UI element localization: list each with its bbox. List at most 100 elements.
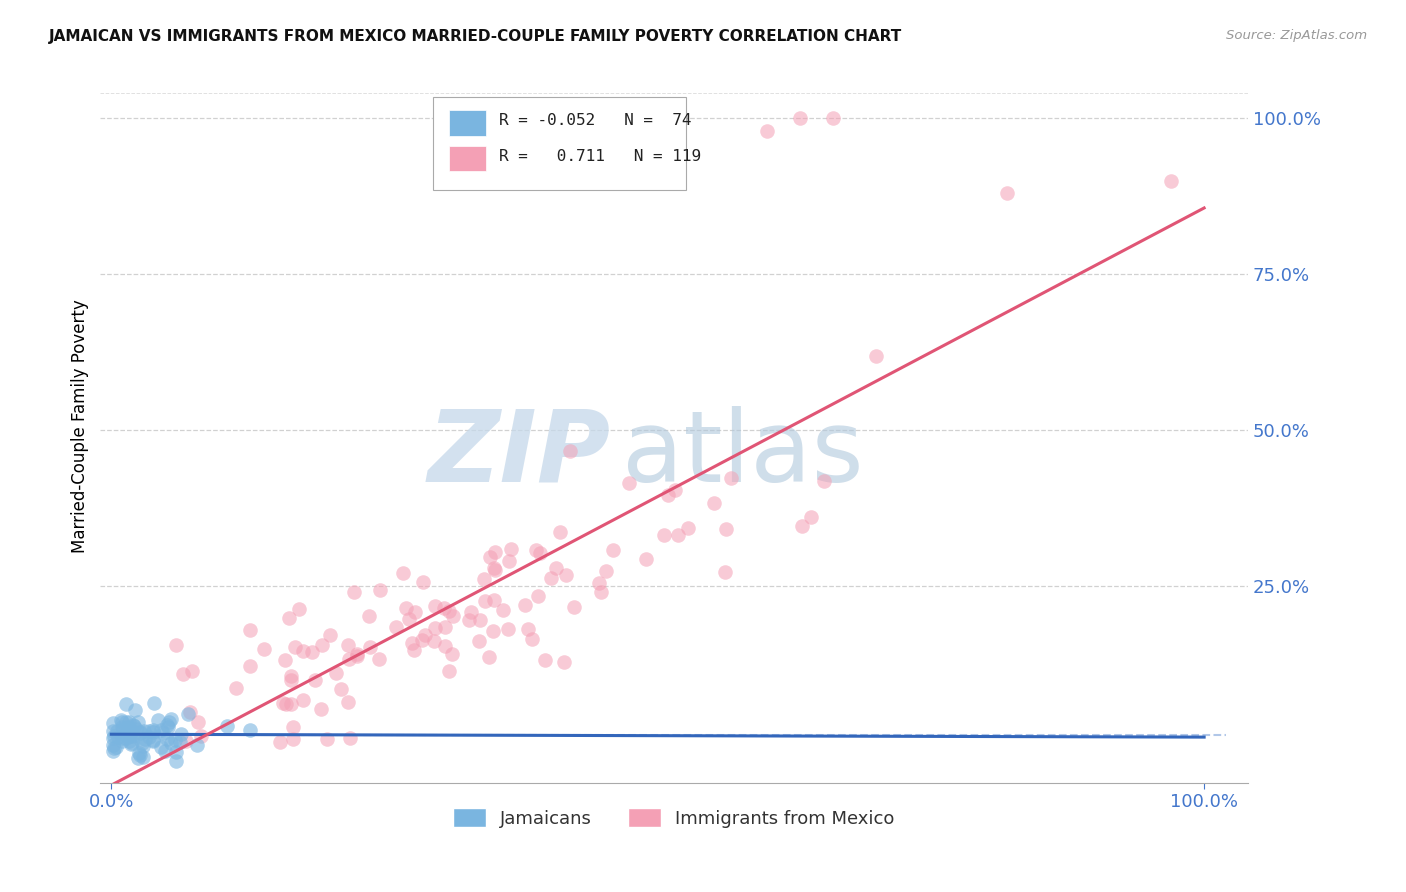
Point xyxy=(325,666,347,681)
Point xyxy=(291,693,314,707)
Point xyxy=(337,651,360,665)
Point xyxy=(118,724,141,739)
Point xyxy=(498,553,520,567)
Point xyxy=(239,723,262,738)
FancyBboxPatch shape xyxy=(433,97,686,190)
Point xyxy=(127,714,149,729)
Point xyxy=(425,599,447,613)
Point xyxy=(124,703,146,717)
Point xyxy=(756,124,779,138)
Point xyxy=(309,702,332,716)
Legend: Jamaicans, Immigrants from Mexico: Jamaicans, Immigrants from Mexico xyxy=(446,800,901,835)
Point xyxy=(654,528,676,542)
Point xyxy=(997,186,1019,201)
Point xyxy=(121,736,143,750)
Point xyxy=(337,638,360,652)
Point xyxy=(253,642,276,657)
Point xyxy=(104,739,127,754)
Point xyxy=(277,611,299,625)
Point xyxy=(132,724,155,739)
Point xyxy=(165,638,187,652)
Point xyxy=(634,552,657,566)
Point xyxy=(316,732,339,747)
Point xyxy=(392,566,415,580)
Point xyxy=(157,714,180,729)
Point xyxy=(529,546,551,560)
Point xyxy=(143,696,166,710)
Point xyxy=(676,521,699,535)
Point xyxy=(215,719,238,733)
Point xyxy=(440,647,463,661)
Point xyxy=(170,726,193,740)
Point xyxy=(441,609,464,624)
Point xyxy=(187,715,209,730)
Point xyxy=(491,603,513,617)
Point xyxy=(118,723,141,738)
Point xyxy=(554,567,576,582)
Point xyxy=(101,731,124,745)
Point xyxy=(138,724,160,739)
Point xyxy=(821,112,844,126)
Point xyxy=(271,696,294,710)
Point xyxy=(499,541,522,556)
Point xyxy=(434,620,457,634)
Point xyxy=(269,735,291,749)
Point xyxy=(319,627,342,641)
Point xyxy=(103,729,125,743)
Point xyxy=(239,659,262,673)
Point xyxy=(156,718,179,732)
Point xyxy=(540,571,562,585)
Point xyxy=(496,623,519,637)
Point xyxy=(534,653,557,667)
Point xyxy=(101,724,124,739)
Point xyxy=(150,739,173,754)
Point xyxy=(122,718,145,732)
Point xyxy=(517,622,540,636)
Point xyxy=(115,728,138,742)
Point xyxy=(792,519,814,533)
Point xyxy=(287,602,309,616)
Point xyxy=(524,542,547,557)
Point xyxy=(128,725,150,739)
Point xyxy=(131,739,153,754)
Point xyxy=(190,729,212,743)
Point xyxy=(111,733,134,747)
Point xyxy=(131,736,153,750)
Point xyxy=(129,726,152,740)
Point xyxy=(165,745,187,759)
Point xyxy=(527,589,550,603)
Point xyxy=(337,695,360,709)
Point xyxy=(274,653,297,667)
Point xyxy=(134,731,156,746)
Point xyxy=(513,598,536,612)
Point xyxy=(107,724,129,739)
Point xyxy=(280,673,302,688)
Point xyxy=(101,744,124,758)
Point xyxy=(472,572,495,586)
Text: Source: ZipAtlas.com: Source: ZipAtlas.com xyxy=(1226,29,1367,42)
Point xyxy=(520,632,543,646)
Point xyxy=(284,640,307,655)
Point xyxy=(339,731,361,745)
Point xyxy=(142,724,165,739)
Text: JAMAICAN VS IMMIGRANTS FROM MEXICO MARRIED-COUPLE FAMILY POVERTY CORRELATION CHA: JAMAICAN VS IMMIGRANTS FROM MEXICO MARRI… xyxy=(49,29,903,44)
Point xyxy=(118,734,141,748)
Point xyxy=(401,636,423,650)
Point xyxy=(330,682,353,697)
Point xyxy=(479,549,502,564)
Point xyxy=(153,744,176,758)
Point xyxy=(138,731,160,745)
Point xyxy=(111,720,134,734)
Point xyxy=(346,648,368,663)
Point xyxy=(800,510,823,524)
Point xyxy=(110,713,132,727)
Point xyxy=(115,714,138,729)
Point xyxy=(225,681,247,696)
Point xyxy=(343,584,366,599)
Point xyxy=(544,561,567,575)
Point xyxy=(385,620,408,634)
FancyBboxPatch shape xyxy=(449,110,486,136)
Point xyxy=(177,707,200,722)
Point xyxy=(160,736,183,750)
Point xyxy=(433,601,456,615)
